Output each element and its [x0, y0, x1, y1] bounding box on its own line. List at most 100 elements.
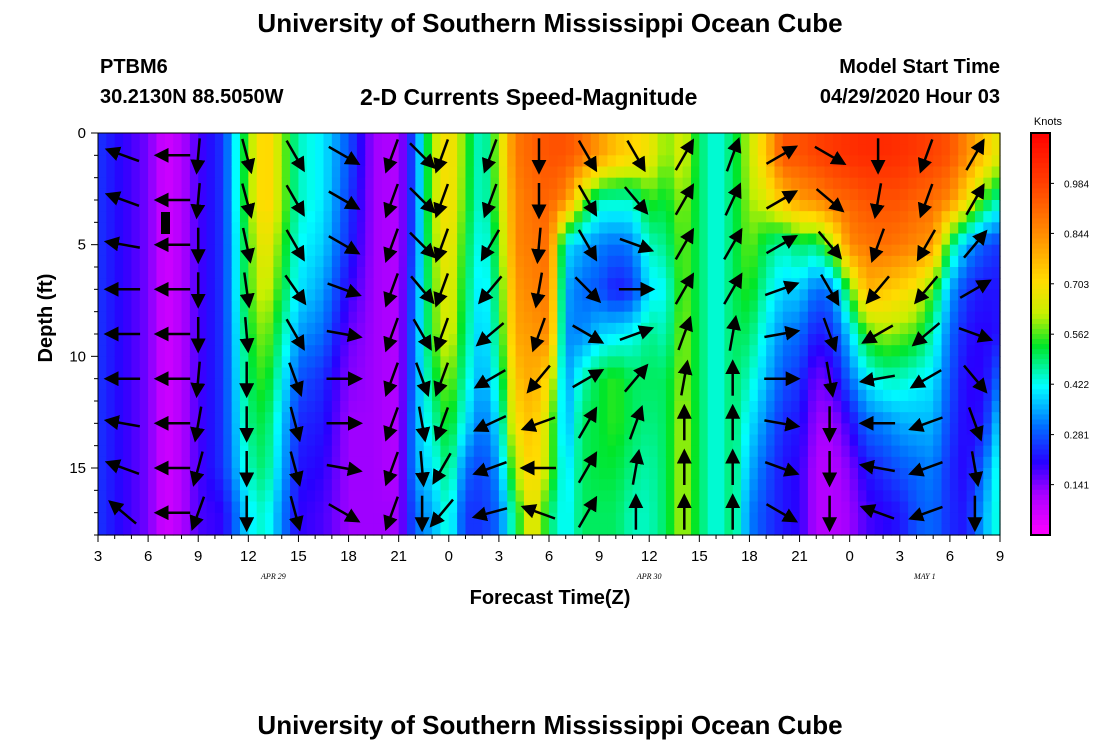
colorbar-segment [1031, 163, 1050, 169]
heatmap-cell [866, 367, 876, 380]
heatmap-cell [615, 211, 625, 223]
heatmap-cell [657, 378, 667, 391]
heatmap-cell [540, 367, 550, 380]
colorbar-segment [1031, 243, 1050, 250]
heatmap-cell [607, 177, 617, 190]
heatmap-cell [807, 255, 817, 268]
heatmap-cell [665, 144, 675, 156]
heatmap-cell [649, 166, 659, 179]
heatmap-cell [615, 490, 625, 503]
heatmap-cell [799, 490, 809, 503]
heatmap-cell [574, 200, 584, 212]
heatmap-cell [724, 512, 734, 525]
heatmap-cell [749, 166, 759, 179]
heatmap-cell [816, 155, 826, 168]
heatmap-cell [214, 133, 224, 145]
heatmap-cell [974, 200, 984, 212]
heatmap-cell [465, 211, 475, 223]
heatmap-cell [532, 267, 542, 279]
heatmap-cell [106, 468, 116, 480]
heatmap-cell [582, 233, 592, 246]
heatmap-cell [156, 434, 166, 447]
heatmap-cell [498, 356, 508, 369]
heatmap-cell [949, 311, 959, 324]
heatmap-cell [966, 222, 976, 235]
heatmap-cell [223, 490, 233, 503]
heatmap-cell [866, 423, 876, 436]
heatmap-cell [148, 456, 158, 469]
heatmap-cell [490, 401, 500, 413]
heatmap-cell [356, 523, 366, 536]
heatmap-cell [924, 211, 934, 223]
heatmap-cell [265, 501, 274, 514]
heatmap-cell [381, 456, 391, 469]
heatmap-cell [565, 255, 575, 268]
heatmap-cell [582, 479, 592, 491]
heatmap-cell [983, 188, 993, 201]
heatmap-cell [757, 479, 767, 491]
heatmap-cell [206, 434, 216, 447]
colorbar-segment [1031, 318, 1050, 325]
heatmap-cell [983, 389, 993, 402]
heatmap-cell [908, 211, 918, 223]
heatmap-cell [832, 233, 842, 246]
heatmap-cell [223, 188, 233, 201]
heatmap-cell [640, 267, 650, 279]
heatmap-cell [306, 456, 316, 469]
heatmap-cell [774, 278, 784, 290]
heatmap-cell [139, 155, 149, 168]
heatmap-cell [640, 378, 650, 391]
heatmap-cell [148, 311, 158, 324]
heatmap-cell [290, 311, 300, 324]
heatmap-cell [256, 334, 266, 346]
heatmap-cell [841, 423, 851, 436]
heatmap-cell [231, 311, 241, 324]
current-arrow [908, 416, 943, 432]
heatmap-cell [206, 155, 216, 168]
heatmap-cell [832, 322, 842, 335]
heatmap-cell [265, 468, 274, 480]
colorbar-tick-label: 0.281 [1064, 431, 1089, 442]
heatmap-cell [498, 445, 508, 458]
heatmap-cell [649, 267, 659, 279]
heatmap-cell [473, 222, 483, 235]
heatmap-cell [866, 479, 876, 491]
heatmap-cell [657, 434, 667, 447]
heatmap-cell [741, 311, 751, 324]
heatmap-cell [799, 278, 809, 290]
heatmap-cell [741, 445, 751, 458]
heatmap-cell [874, 445, 884, 458]
heatmap-cell [473, 367, 483, 380]
heatmap-cell [832, 311, 842, 324]
heatmap-cell [265, 233, 274, 246]
colorbar-segment [1031, 273, 1050, 280]
heatmap-cell [473, 345, 483, 357]
heatmap-cell [557, 188, 567, 201]
heatmap-cell [607, 211, 617, 223]
heatmap-cell [582, 434, 592, 447]
heatmap-cell [690, 322, 700, 335]
heatmap-cell [849, 133, 859, 145]
heatmap-cell [665, 434, 675, 447]
heatmap-cell [465, 445, 475, 458]
heatmap-cell [356, 512, 366, 525]
heatmap-cell [156, 423, 166, 436]
heatmap-cell [649, 188, 659, 201]
heatmap-cell [716, 300, 725, 313]
x-tick-label: 15 [290, 548, 307, 565]
heatmap-cell [615, 412, 625, 424]
heatmap-cell [348, 423, 358, 436]
heatmap-cell [924, 311, 934, 324]
heatmap-cell [340, 278, 350, 290]
heatmap-cell [874, 456, 884, 469]
heatmap-cell [707, 468, 717, 480]
heatmap-cell [515, 523, 525, 536]
heatmap-cell [983, 523, 993, 536]
heatmap-cell [348, 211, 358, 223]
heatmap-cell [707, 456, 717, 469]
heatmap-cell [532, 445, 542, 458]
heatmap-cell [532, 389, 542, 402]
heatmap-cell [323, 501, 333, 514]
heatmap-cell [323, 434, 333, 447]
